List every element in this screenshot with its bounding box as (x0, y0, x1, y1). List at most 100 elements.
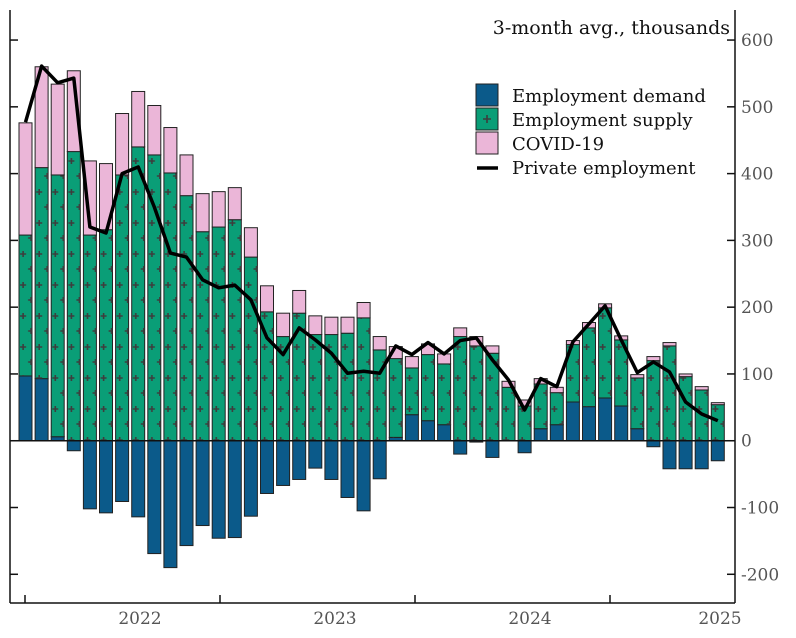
bar-supply-hatch (324, 334, 338, 441)
bar-supply-hatch (437, 363, 451, 425)
y-tick-label: 0 (741, 432, 752, 452)
bar-demand (549, 424, 564, 442)
bar-covid (517, 399, 532, 407)
bar-covid (662, 342, 677, 347)
y-tick-label: 600 (741, 31, 773, 51)
bar-supply-hatch (614, 339, 628, 407)
bar-covid (694, 386, 709, 391)
bar-supply-hatch (518, 406, 532, 441)
bar-supply-hatch (131, 146, 145, 441)
bar-covid (18, 122, 33, 236)
bar-covid (453, 327, 468, 338)
y-tick-label: 400 (741, 165, 773, 185)
bar-demand (678, 440, 693, 470)
bar-demand (533, 428, 548, 442)
bar-supply-hatch (389, 358, 403, 438)
bar-demand (517, 440, 532, 454)
bar-covid (50, 83, 65, 176)
bar-covid (340, 316, 355, 334)
bar-supply-hatch (485, 353, 499, 441)
axes-layer: -200 -100 0 100 200 300 400 500 600 2022 2023 2024 2… (9, 10, 779, 629)
bar-supply-hatch (550, 392, 564, 425)
legend-swatch-covid (475, 131, 499, 155)
bar-covid (243, 227, 258, 258)
bar-demand (630, 428, 645, 442)
bar-covid (147, 104, 162, 156)
bar-supply-hatch (147, 154, 161, 441)
bar-demand (356, 440, 371, 512)
bar-supply-hatch (453, 336, 467, 441)
x-tick-label: 2024 (508, 609, 551, 629)
bar-covid (195, 193, 210, 233)
bar-demand (163, 440, 178, 569)
legend: Employment demand Employment supply COVI… (475, 83, 706, 179)
bar-demand (115, 440, 130, 502)
bar-demand (195, 440, 210, 527)
bar-covid (356, 301, 371, 319)
bar-supply-hatch (598, 307, 612, 398)
bar-supply-hatch (405, 367, 419, 415)
bar-demand (99, 440, 113, 514)
bar-supply-hatch (19, 235, 32, 376)
y-tick-label: 200 (741, 298, 773, 318)
bars-layer (10, 64, 735, 569)
bar-supply-hatch (341, 333, 354, 441)
bar-supply-hatch (663, 345, 676, 441)
bar-supply-hatch (35, 167, 49, 379)
legend-swatch-demand (475, 83, 499, 107)
bar-covid (276, 312, 291, 338)
x-tick-label: 2023 (313, 609, 356, 629)
bar-supply-hatch (99, 229, 113, 441)
bar-demand (646, 440, 661, 448)
bar-covid (115, 113, 130, 176)
bar-covid (678, 373, 693, 378)
bar-supply-hatch (196, 231, 210, 441)
bar-supply-hatch (308, 334, 322, 441)
bar-demand (82, 440, 97, 510)
bar-covid (227, 187, 242, 221)
bar-demand (179, 440, 194, 547)
bar-supply-hatch (276, 336, 290, 441)
bar-demand (211, 440, 226, 539)
bar-supply-hatch (115, 174, 129, 441)
bar-covid (66, 70, 81, 153)
bar-supply-hatch (163, 172, 177, 441)
bar-supply-hatch (469, 345, 483, 441)
bar-demand (582, 406, 596, 442)
bar-supply-hatch (67, 151, 81, 441)
bar-demand (565, 401, 580, 442)
bar-supply-hatch (534, 383, 548, 429)
bar-demand (372, 440, 387, 480)
bar-demand (18, 375, 33, 442)
bar-covid (372, 336, 387, 351)
bar-supply-hatch (502, 387, 515, 441)
bar-demand (614, 405, 629, 442)
bar-demand (66, 440, 81, 452)
bar-demand (662, 440, 677, 470)
bar-demand (421, 420, 435, 442)
bar-demand (437, 424, 452, 442)
bar-demand (308, 440, 323, 469)
bar-demand (598, 397, 613, 442)
y-tick-label: -200 (741, 565, 779, 585)
bar-covid (292, 289, 307, 314)
bar-supply-hatch (679, 376, 693, 441)
bar-demand (131, 440, 146, 518)
line-private-employment (23, 64, 719, 423)
bar-covid (646, 356, 661, 362)
bar-covid (630, 374, 645, 379)
bar-demand (292, 440, 307, 480)
y-tick-label: -100 (741, 499, 779, 519)
bar-covid (163, 127, 178, 174)
x-tick-label: 2025 (698, 609, 741, 629)
bar-covid (211, 191, 226, 228)
bar-covid (179, 154, 194, 197)
bar-covid (260, 285, 274, 313)
bar-demand (340, 440, 355, 498)
bar-supply-hatch (630, 377, 644, 429)
bar-demand (485, 440, 500, 458)
bar-supply-hatch (260, 311, 274, 441)
bar-supply-hatch (83, 235, 97, 441)
bar-supply-hatch (566, 344, 580, 402)
bar-covid (131, 90, 146, 148)
